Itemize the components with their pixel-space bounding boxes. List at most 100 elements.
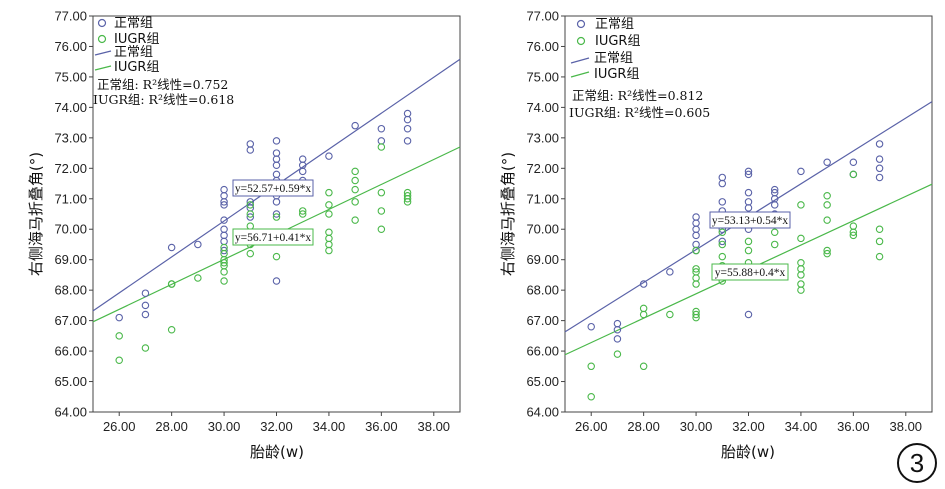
point-iugr-right [823,191,831,200]
point-iugr-left [246,222,255,230]
xtick-label-left: 38.00 [418,419,451,434]
ytick-label-left: 71.00 [54,191,87,206]
point-iugr-right [797,201,805,209]
point-normal-left [272,161,281,170]
point-normal-right [744,167,753,176]
point-normal-left [272,198,281,206]
point-normal-right [823,158,831,166]
point-iugr-right [587,362,595,371]
legend-marker-iugr-right [576,36,586,46]
point-normal-right [797,167,805,176]
legend-fitlabel-normal-right: 正常组 [594,51,633,66]
point-normal-left [377,124,386,133]
point-normal-left [141,289,150,297]
point-iugr-right [666,310,674,319]
point-normal-left [403,137,412,145]
legend-marker-normal-right [576,19,586,29]
ylabel-left: 右侧海马折叠角(°) [27,152,45,276]
point-iugr-right [587,393,595,401]
point-iugr-right [718,240,727,249]
point-iugr-right [823,246,831,255]
point-normal-left [325,152,333,160]
point-iugr-right [875,225,884,233]
ytick-label-left: 64.00 [54,405,87,420]
eq-box-normal-left [232,179,314,197]
ytick-label-right: 66.00 [526,344,559,359]
point-iugr-left [377,225,386,233]
point-normal-left [246,213,255,221]
eq-box-iugr-right [711,263,789,281]
point-iugr-left [167,280,176,288]
point-normal-left [272,170,281,179]
point-iugr-left [351,198,359,206]
badge-circle [897,443,937,483]
ytick-label-left: 65.00 [54,374,87,389]
xtick-label-right: 30.00 [680,419,713,434]
ytick-label-left: 76.00 [54,39,87,54]
point-iugr-left [246,210,255,218]
point-iugr-left [220,268,228,276]
point-iugr-right [770,228,779,237]
plot-area-right [564,15,933,413]
ytick-label-left: 75.00 [54,69,87,84]
point-iugr-right [797,271,805,279]
point-normal-right [875,164,884,173]
point-iugr-right [639,304,648,313]
point-normal-left [403,124,412,133]
ytick-label-left: 67.00 [54,313,87,328]
point-iugr-left [403,198,412,206]
xtick-label-right: 38.00 [890,419,923,434]
eq-iugr-right: y=55.88+0.4*x [715,267,786,279]
point-normal-right [744,188,753,197]
ytick-label-right: 67.00 [526,313,559,328]
eq-iugr-left: y=56.71+0.41*x [235,232,311,244]
point-normal-right [875,173,884,182]
point-normal-right [718,237,727,246]
ytick-label-right: 69.00 [526,252,559,267]
point-normal-left [298,155,307,163]
point-normal-left [220,231,228,240]
r2-normal-left: 正常组: R²线性=0.752 [97,77,228,92]
point-normal-right [770,201,779,209]
point-normal-left [246,140,255,148]
point-normal-right [744,310,753,319]
point-iugr-left [298,210,307,218]
point-normal-right [692,213,700,221]
point-normal-left [272,210,281,218]
eq-normal-left: y=52.57+0.59*x [235,183,311,195]
ytick-label-right: 71.00 [526,191,559,206]
point-normal-left [351,121,359,130]
point-normal-left [272,137,281,145]
point-iugr-right [770,240,779,249]
point-iugr-left [298,207,307,215]
point-iugr-left [115,332,123,340]
figure-number-badge: 3 [897,443,937,483]
point-iugr-left [272,213,281,221]
point-normal-left [298,167,307,176]
point-normal-right [639,280,648,288]
ytick-label-right: 76.00 [526,39,559,54]
point-iugr-right [639,362,648,371]
ytick-label-right: 75.00 [526,69,559,84]
legend-fitlabel-iugr-left: IUGR组 [114,60,159,75]
point-iugr-right [718,252,727,261]
legend-fitlabel-normal-left: 正常组 [114,45,153,60]
ylabel-right: 右侧海马折叠角(°) [499,152,517,276]
xtick-label-left: 28.00 [155,419,188,434]
point-iugr-right [823,216,831,224]
point-normal-left [220,201,228,209]
ytick-label-right: 72.00 [526,161,559,176]
xtick-label-left: 26.00 [103,419,136,434]
point-iugr-right [797,286,805,294]
point-iugr-right [744,246,753,255]
point-iugr-right [692,265,700,273]
point-iugr-left [246,201,255,209]
ytick-label-right: 74.00 [526,100,559,115]
ytick-label-right: 77.00 [526,9,559,24]
point-iugr-right [823,249,831,258]
point-normal-right [587,322,595,331]
point-normal-left [220,185,228,194]
ytick-label-left: 68.00 [54,283,87,298]
point-normal-left [220,216,228,224]
legend-line-iugr-left [94,65,112,71]
